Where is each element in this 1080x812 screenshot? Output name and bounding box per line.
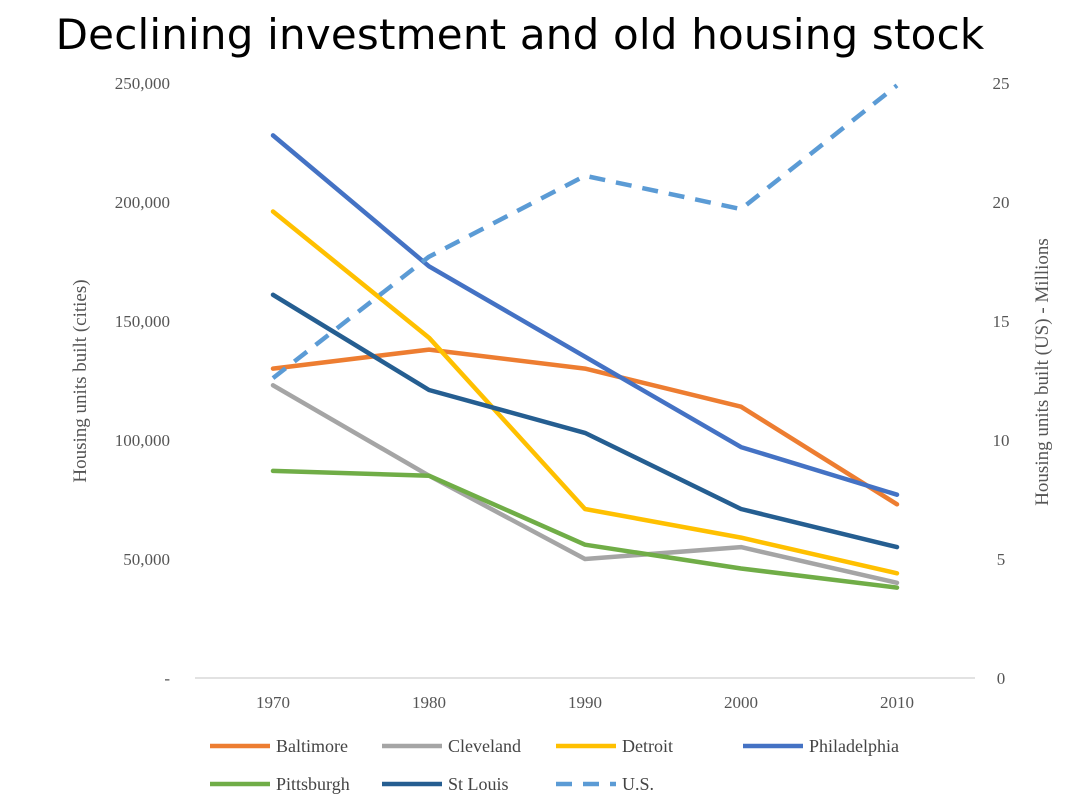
y2-axis-ticks: 0 5 10 15 20 25	[993, 74, 1010, 688]
y2-tick-label: 20	[993, 193, 1010, 212]
legend-item: Philadelphia	[743, 736, 899, 756]
y-tick-label: -	[164, 669, 170, 688]
legend-item: Cleveland	[382, 736, 521, 756]
series-lines	[270, 83, 900, 590]
y-tick-label: 200,000	[115, 193, 170, 212]
x-tick-label: 1970	[256, 693, 290, 712]
series-line-pittsburgh	[270, 468, 900, 590]
legend-label: Cleveland	[448, 736, 521, 756]
y2-tick-label: 25	[993, 74, 1010, 93]
legend-item: Detroit	[556, 736, 673, 756]
series-line-detroit	[270, 209, 900, 576]
y-tick-label: 50,000	[123, 550, 170, 569]
x-tick-label: 2010	[880, 693, 914, 712]
y2-tick-label: 5	[997, 550, 1006, 569]
y-axis-ticks: - 50,000 100,000 150,000 200,000 250,000	[115, 74, 171, 688]
legend-label: Baltimore	[276, 736, 348, 756]
legend-item: Pittsburgh	[210, 774, 350, 794]
series-line-baltimore	[270, 347, 900, 507]
legend-item: St Louis	[382, 774, 509, 794]
legend-label: U.S.	[622, 774, 654, 794]
x-axis-ticks: 1970 1980 1990 2000 2010	[256, 693, 914, 712]
y-tick-label: 150,000	[115, 312, 170, 331]
y-tick-label: 250,000	[115, 74, 170, 93]
x-tick-label: 1980	[412, 693, 446, 712]
series-line-u-s	[271, 83, 899, 380]
legend-label: Detroit	[622, 736, 673, 756]
x-tick-label: 2000	[724, 693, 758, 712]
series-line-philadelphia	[270, 133, 900, 497]
chart-title: Declining investment and old housing sto…	[55, 10, 985, 59]
legend-item: U.S.	[556, 774, 654, 794]
y2-tick-label: 0	[997, 669, 1006, 688]
legend-item: Baltimore	[210, 736, 348, 756]
series-line-cleveland	[270, 383, 900, 586]
legend-label: St Louis	[448, 774, 509, 794]
legend-label: Pittsburgh	[276, 774, 350, 794]
y2-axis-title: Housing units built (US) - Millions	[1032, 238, 1053, 506]
x-tick-label: 1990	[568, 693, 602, 712]
y-tick-label: 100,000	[115, 431, 170, 450]
legend: Baltimore Cleveland Detroit Philadelphia Pit…	[210, 736, 899, 794]
series-line-st-louis	[270, 292, 900, 550]
y-axis-title: Housing units built (cities)	[70, 279, 91, 482]
y2-tick-label: 10	[993, 431, 1010, 450]
y2-tick-label: 15	[993, 312, 1010, 331]
legend-label: Philadelphia	[809, 736, 899, 756]
